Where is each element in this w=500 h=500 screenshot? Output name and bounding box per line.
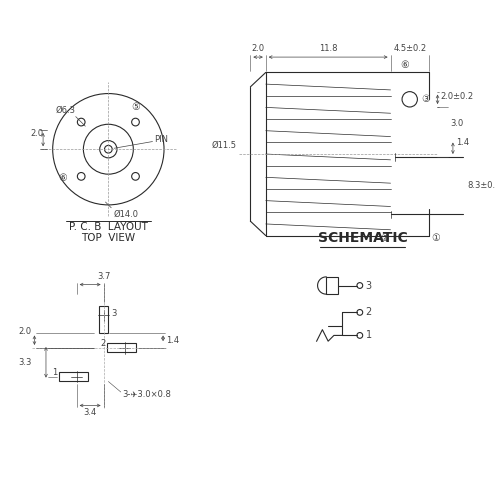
Text: 11.8: 11.8 <box>319 44 338 53</box>
Bar <box>326 277 338 294</box>
Text: 2: 2 <box>100 339 105 348</box>
Text: ③: ③ <box>421 94 430 104</box>
Text: 3.0: 3.0 <box>450 119 464 128</box>
Text: PIN: PIN <box>154 135 168 144</box>
Text: 3.4: 3.4 <box>84 408 96 418</box>
Text: Ø11.5: Ø11.5 <box>212 141 237 150</box>
Text: P. C. B  LAYOUT: P. C. B LAYOUT <box>69 222 148 232</box>
Text: 3: 3 <box>111 309 116 318</box>
Text: 3.3: 3.3 <box>18 358 32 367</box>
Text: 8.3±0.: 8.3±0. <box>468 181 495 190</box>
Bar <box>60 372 88 380</box>
Text: ①: ① <box>431 234 440 243</box>
Text: ②: ② <box>380 234 388 243</box>
Text: 3-✈3.0×0.8: 3-✈3.0×0.8 <box>123 390 172 398</box>
Text: 1: 1 <box>366 330 372 340</box>
Bar <box>99 306 108 332</box>
Text: TOP  VIEW: TOP VIEW <box>82 232 136 242</box>
Text: ⑥: ⑥ <box>400 60 409 70</box>
Text: 2.0: 2.0 <box>252 44 264 53</box>
Text: 1.4: 1.4 <box>166 336 179 344</box>
Text: Ø6.3: Ø6.3 <box>56 106 76 114</box>
Text: ⑤: ⑤ <box>131 102 140 112</box>
Text: Ø14.0: Ø14.0 <box>113 210 138 218</box>
Bar <box>108 343 136 351</box>
Text: 3: 3 <box>366 280 372 290</box>
Text: 1: 1 <box>52 368 58 377</box>
Text: 2.0: 2.0 <box>18 327 32 336</box>
Text: 1.4: 1.4 <box>456 138 469 147</box>
Text: ⑥: ⑥ <box>58 173 66 183</box>
Text: 2: 2 <box>366 308 372 318</box>
Text: 2.0: 2.0 <box>31 128 44 138</box>
Text: 3.7: 3.7 <box>97 272 110 280</box>
Text: 2.0±0.2: 2.0±0.2 <box>440 92 474 101</box>
Text: SCHEMATIC: SCHEMATIC <box>318 231 408 245</box>
Text: 4.5±0.2: 4.5±0.2 <box>393 44 426 53</box>
